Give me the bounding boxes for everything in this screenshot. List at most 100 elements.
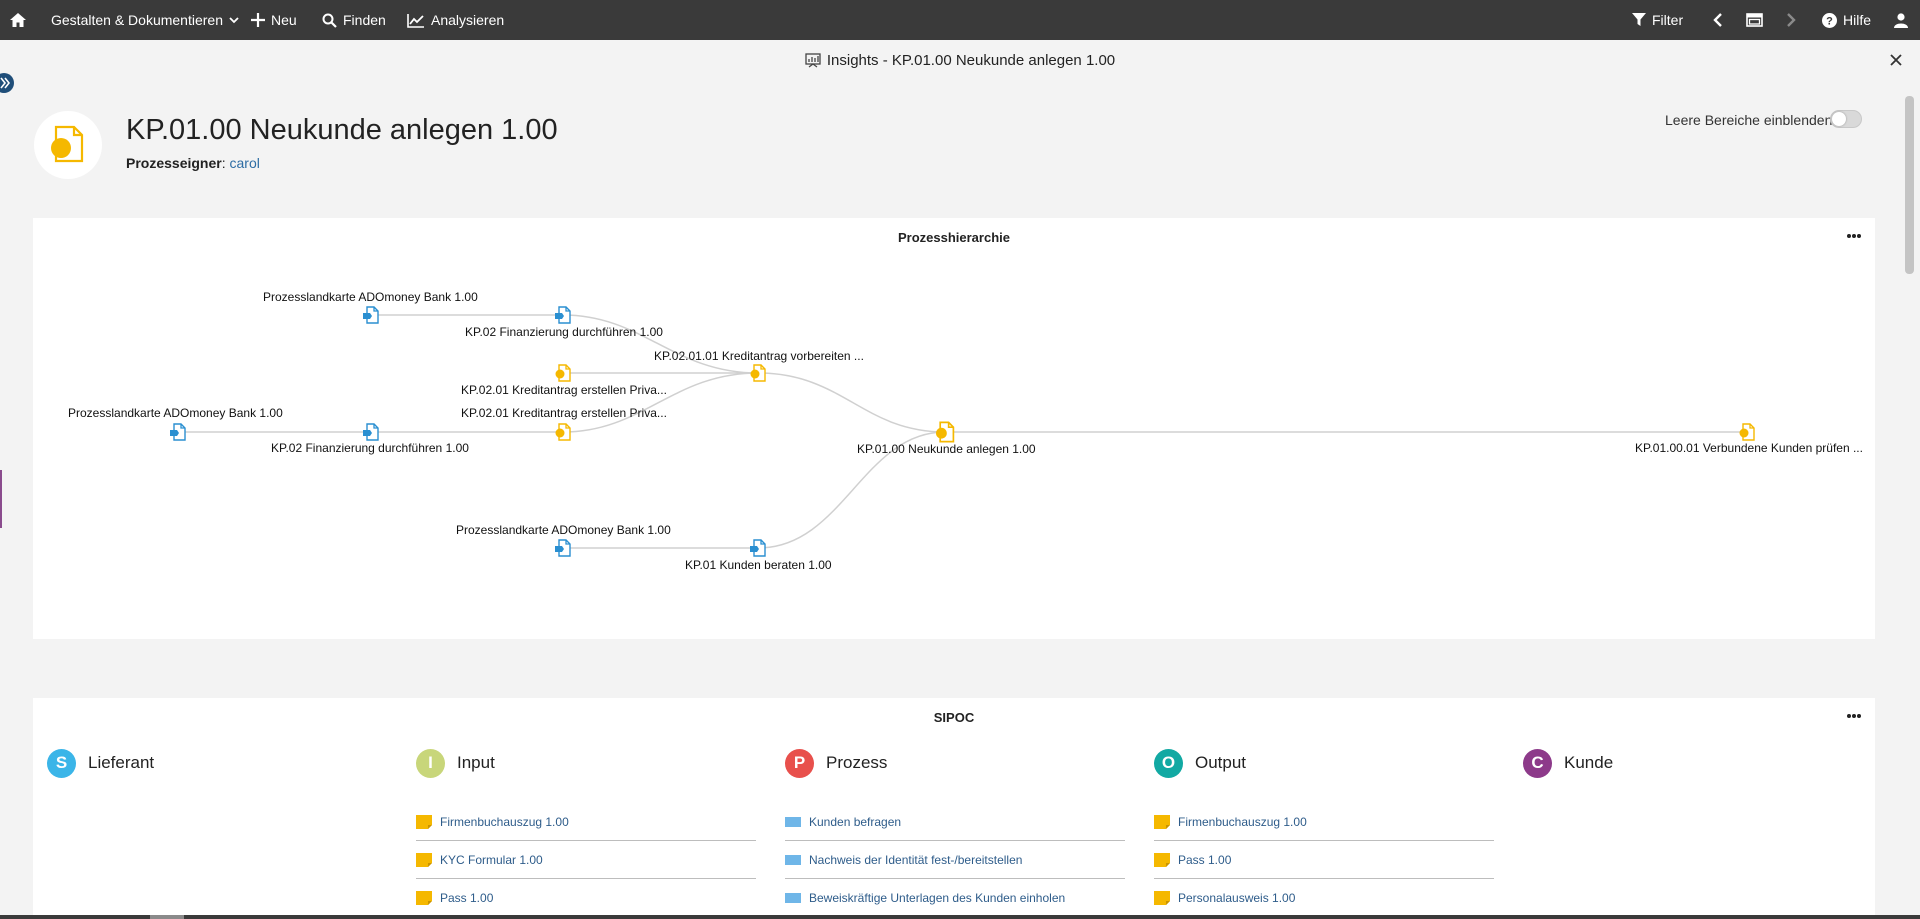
page-title: KP.01.00 Neukunde anlegen 1.00 bbox=[126, 114, 558, 146]
sipoc-badge: C bbox=[1523, 748, 1552, 778]
process-map-icon bbox=[363, 423, 379, 441]
list-item[interactable]: Kunden befragen bbox=[785, 803, 1125, 841]
list-item-label: Nachweis der Identität fest-/bereitstell… bbox=[809, 852, 1023, 867]
sipoc-column-output: O Output Firmenbuchauszug 1.00 Pass 1.00 P… bbox=[1154, 748, 1494, 905]
panel-menu-button[interactable] bbox=[1847, 234, 1861, 238]
sipoc-column-title: Lieferant bbox=[88, 753, 155, 772]
list-item[interactable]: Nachweis der Identität fest-/bereitstell… bbox=[785, 841, 1125, 879]
list-item[interactable]: Personalausweis 1.00 bbox=[1154, 879, 1494, 915]
process-node[interactable] bbox=[553, 422, 573, 442]
node-label[interactable]: KP.01 Kunden beraten 1.00 bbox=[685, 558, 832, 572]
sipoc-badge: P bbox=[785, 748, 814, 778]
user-button[interactable] bbox=[1894, 0, 1908, 40]
process-map-node[interactable] bbox=[748, 538, 768, 558]
owner-link[interactable]: carol bbox=[229, 155, 260, 171]
window-icon bbox=[1746, 13, 1763, 27]
node-label[interactable]: Prozesslandkarte ADOmoney Bank 1.00 bbox=[456, 523, 671, 537]
node-label[interactable]: KP.02.01 Kreditantrag erstellen Priva... bbox=[461, 383, 667, 397]
sipoc-column-title: Prozess bbox=[826, 753, 888, 772]
sipoc-column-title: Kunde bbox=[1564, 753, 1614, 772]
show-empty-areas-toggle[interactable] bbox=[1830, 110, 1862, 128]
new-button[interactable]: Neu bbox=[251, 0, 297, 40]
chevron-right-icon bbox=[1787, 13, 1796, 27]
process-map-node[interactable] bbox=[361, 305, 381, 325]
side-drag-handle[interactable] bbox=[0, 470, 3, 528]
sipoc-badge: S bbox=[47, 748, 76, 778]
chevron-down-icon bbox=[229, 16, 239, 23]
sipoc-column-kunde: C Kunde bbox=[1523, 748, 1863, 778]
list-item[interactable]: Pass 1.00 bbox=[416, 879, 756, 915]
find-button[interactable]: Finden bbox=[322, 0, 386, 40]
sidebar-expand-button[interactable] bbox=[0, 73, 14, 93]
process-node[interactable] bbox=[1737, 422, 1757, 442]
filter-label: Filter bbox=[1652, 12, 1684, 28]
close-button[interactable] bbox=[1886, 50, 1906, 70]
node-label[interactable]: KP.02 Finanzierung durchführen 1.00 bbox=[271, 441, 469, 455]
back-button[interactable] bbox=[1713, 0, 1723, 40]
window-button[interactable] bbox=[1746, 0, 1763, 40]
node-label[interactable]: Prozesslandkarte ADOmoney Bank 1.00 bbox=[68, 406, 283, 420]
document-icon bbox=[1154, 890, 1170, 905]
insights-icon bbox=[805, 53, 821, 68]
sipoc-column-header: C Kunde bbox=[1523, 748, 1863, 778]
process-icon bbox=[1739, 423, 1755, 441]
bottom-scrollbar[interactable] bbox=[0, 915, 1920, 919]
analyze-button[interactable]: Analysieren bbox=[407, 0, 504, 40]
scrollbar-thumb[interactable] bbox=[1905, 96, 1914, 274]
process-node[interactable] bbox=[553, 363, 573, 383]
process-owner: Prozesseigner: carol bbox=[126, 155, 260, 171]
node-label[interactable]: KP.01.00.01 Verbundene Kunden prüfen ... bbox=[1635, 441, 1863, 455]
process-hierarchy-panel: Prozesshierarchie Prozesslandkarte ADOmo… bbox=[33, 218, 1875, 639]
design-document-menu[interactable]: Gestalten & Dokumentieren bbox=[51, 0, 239, 40]
sipoc-column-header: O Output bbox=[1154, 748, 1494, 778]
sipoc-column-title: Output bbox=[1195, 753, 1247, 772]
toggle-knob bbox=[1832, 112, 1846, 126]
process-node[interactable] bbox=[748, 363, 768, 383]
list-item-label: Pass 1.00 bbox=[1178, 852, 1232, 867]
window-title-text: Insights - KP.01.00 Neukunde anlegen 1.0… bbox=[826, 52, 1116, 69]
process-map-node[interactable] bbox=[553, 538, 573, 558]
line-chart-icon bbox=[407, 13, 424, 28]
sipoc-badge: O bbox=[1154, 748, 1183, 778]
list-item[interactable]: Firmenbuchauszug 1.00 bbox=[1154, 803, 1494, 841]
document-icon bbox=[416, 890, 432, 905]
list-item[interactable]: Firmenbuchauszug 1.00 bbox=[416, 803, 756, 841]
owner-label: Prozesseigner bbox=[126, 155, 222, 171]
node-label[interactable]: KP.02 Finanzierung durchführen 1.00 bbox=[465, 325, 663, 339]
sipoc-column-prozess: P Prozess Kunden befragen Nachweis der Id… bbox=[785, 748, 1125, 905]
process-icon bbox=[555, 423, 571, 441]
list-item[interactable]: KYC Formular 1.00 bbox=[416, 841, 756, 879]
vertical-scrollbar[interactable] bbox=[1902, 96, 1916, 919]
list-item-label: Pass 1.00 bbox=[440, 890, 494, 905]
plus-icon bbox=[251, 13, 265, 27]
node-label[interactable]: KP.02.01 Kreditantrag erstellen Priva... bbox=[461, 406, 667, 420]
home-button[interactable] bbox=[10, 0, 26, 40]
process-node[interactable] bbox=[933, 420, 957, 444]
list-item[interactable]: Pass 1.00 bbox=[1154, 841, 1494, 879]
process-map-node[interactable] bbox=[553, 305, 573, 325]
list-item-label: Personalausweis 1.00 bbox=[1178, 890, 1296, 905]
filter-icon bbox=[1632, 13, 1646, 26]
process-map-node[interactable] bbox=[168, 422, 188, 442]
help-button[interactable]: ? Hilfe bbox=[1822, 0, 1871, 40]
search-icon bbox=[322, 13, 337, 28]
filter-button[interactable]: Filter bbox=[1632, 0, 1683, 40]
forward-button[interactable] bbox=[1786, 0, 1796, 40]
edge bbox=[757, 372, 946, 433]
bottom-scrollbar-thumb[interactable] bbox=[150, 915, 184, 919]
list-item[interactable]: Beweiskräftige Unterlagen des Kunden ein… bbox=[785, 879, 1125, 915]
sipoc-column-lieferant: S Lieferant bbox=[47, 748, 387, 778]
process-icon bbox=[750, 364, 766, 382]
process-map-icon bbox=[555, 306, 571, 324]
node-label[interactable]: Prozesslandkarte ADOmoney Bank 1.00 bbox=[263, 290, 478, 304]
panel-menu-button[interactable] bbox=[1847, 714, 1861, 718]
list-item-label: Kunden befragen bbox=[809, 814, 902, 829]
panel-title: Prozesshierarchie bbox=[897, 230, 1010, 245]
node-label[interactable]: KP.01.00 Neukunde anlegen 1.00 bbox=[857, 442, 1036, 456]
node-label[interactable]: KP.02.01.01 Kreditantrag vorbereiten ... bbox=[654, 349, 864, 363]
task-icon bbox=[785, 854, 801, 865]
sipoc-column-title: Input bbox=[457, 753, 495, 772]
analyze-label: Analysieren bbox=[431, 12, 505, 28]
process-map-node[interactable] bbox=[361, 422, 381, 442]
hierarchy-edges bbox=[178, 314, 1747, 549]
